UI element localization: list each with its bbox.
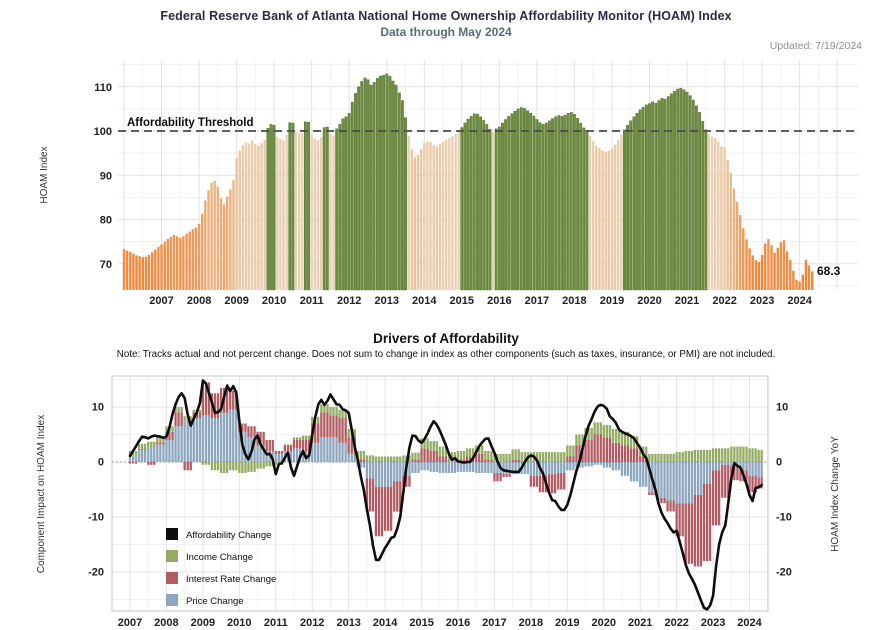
svg-text:110: 110 <box>94 82 112 94</box>
svg-text:2021: 2021 <box>675 295 699 307</box>
svg-text:2024: 2024 <box>737 617 762 629</box>
legend-item-income-change: Income Change <box>166 550 253 563</box>
svg-text:2009: 2009 <box>224 295 248 307</box>
legend-label-affordability-change: Affordability Change <box>186 530 271 541</box>
svg-text:2021: 2021 <box>628 617 652 629</box>
hoam-chart-bars <box>122 73 814 291</box>
drivers-of-affordability-chart: 10 10 0 0 -10 -10 -20 -20 2007 2008 2009 2010 2011 20… <box>36 375 841 630</box>
svg-text:2022: 2022 <box>712 295 736 307</box>
svg-text:2020: 2020 <box>637 295 661 307</box>
svg-text:0: 0 <box>776 457 782 469</box>
svg-text:2019: 2019 <box>600 295 624 307</box>
svg-text:100: 100 <box>94 126 112 138</box>
svg-text:2011: 2011 <box>264 617 288 629</box>
svg-text:2014: 2014 <box>373 617 398 629</box>
affordability-threshold-label: Affordability Threshold <box>127 117 254 129</box>
svg-text:2007: 2007 <box>118 617 142 629</box>
component-impact-axis-title: Component Impact on HOAM Index <box>36 415 47 573</box>
legend-item-affordability-change: Affordability Change <box>166 528 271 541</box>
svg-text:-20: -20 <box>776 567 792 579</box>
legend-label-interest-rate-change: Interest Rate Change <box>186 574 276 585</box>
svg-text:2016: 2016 <box>487 295 511 307</box>
hoam-index-chart: 70 80 90 100 110 2007 2008 2009 2010 2011 2012 2013… <box>39 60 858 307</box>
legend-item-interest-rate-change: Interest Rate Change <box>166 572 276 585</box>
svg-text:2015: 2015 <box>450 295 474 307</box>
svg-text:2022: 2022 <box>664 617 688 629</box>
svg-text:10: 10 <box>776 402 788 414</box>
drivers-note: Note: Tracks actual and not percent chan… <box>116 349 776 360</box>
drivers-chart-axes: 10 10 0 0 -10 -10 -20 -20 2007 2008 2009 2010 2011 20… <box>88 402 792 630</box>
svg-text:2007: 2007 <box>149 295 173 307</box>
hoam-index-axis-title: HOAM Index <box>39 146 50 203</box>
svg-text:80: 80 <box>100 215 112 227</box>
svg-text:2023: 2023 <box>701 617 725 629</box>
svg-text:2018: 2018 <box>562 295 586 307</box>
svg-text:2013: 2013 <box>336 617 360 629</box>
affordability-change-line <box>128 379 764 611</box>
svg-text:2016: 2016 <box>446 617 470 629</box>
svg-text:2009: 2009 <box>191 617 215 629</box>
svg-text:2018: 2018 <box>519 617 543 629</box>
page-subtitle: Data through May 2024 <box>380 25 512 39</box>
svg-text:2023: 2023 <box>750 295 774 307</box>
svg-text:2014: 2014 <box>412 295 437 307</box>
svg-text:70: 70 <box>100 259 112 271</box>
svg-text:2011: 2011 <box>300 295 324 307</box>
legend-swatch-income-change <box>166 550 178 562</box>
svg-text:-10: -10 <box>88 512 104 524</box>
svg-text:2017: 2017 <box>525 295 549 307</box>
drivers-chart-legend: Affordability Change Income Change Interes… <box>166 528 276 607</box>
svg-text:2024: 2024 <box>787 295 812 307</box>
page-title: Federal Reserve Bank of Atlanta National… <box>160 9 732 23</box>
svg-text:0: 0 <box>98 457 104 469</box>
svg-text:2010: 2010 <box>227 617 251 629</box>
svg-text:2020: 2020 <box>592 617 616 629</box>
svg-text:2010: 2010 <box>262 295 286 307</box>
svg-text:2008: 2008 <box>187 295 211 307</box>
svg-text:2012: 2012 <box>337 295 361 307</box>
svg-text:10: 10 <box>92 402 104 414</box>
svg-text:-20: -20 <box>88 567 104 579</box>
legend-label-price-change: Price Change <box>186 596 244 607</box>
hoam-chart-axes: 70 80 90 100 110 2007 2008 2009 2010 2011 2012 2013… <box>94 82 858 307</box>
svg-text:2019: 2019 <box>555 617 579 629</box>
svg-text:2015: 2015 <box>409 617 433 629</box>
svg-text:2017: 2017 <box>482 617 506 629</box>
svg-text:90: 90 <box>100 170 112 182</box>
drivers-title: Drivers of Affordability <box>373 331 519 346</box>
svg-text:2012: 2012 <box>300 617 324 629</box>
svg-text:-10: -10 <box>776 512 792 524</box>
legend-swatch-affordability-change <box>166 528 178 540</box>
svg-text:2008: 2008 <box>154 617 178 629</box>
legend-item-price-change: Price Change <box>166 594 244 607</box>
legend-swatch-interest-rate-change <box>166 572 178 584</box>
legend-swatch-price-change <box>166 594 178 606</box>
updated-label: Updated: 7/19/2024 <box>769 40 862 52</box>
svg-text:2013: 2013 <box>375 295 399 307</box>
yoy-change-axis-title: HOAM Index Change YoY <box>830 436 841 552</box>
last-value-label: 68.3 <box>817 264 841 278</box>
legend-label-income-change: Income Change <box>186 552 253 563</box>
